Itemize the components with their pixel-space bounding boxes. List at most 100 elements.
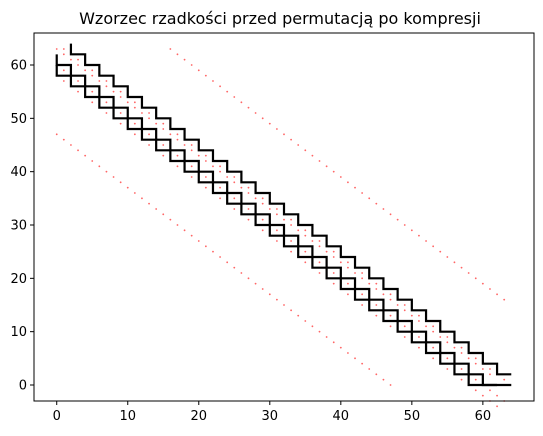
sparsity-point bbox=[375, 202, 378, 205]
sparsity-point bbox=[148, 112, 150, 114]
sparsity-point bbox=[112, 90, 115, 93]
sparsity-point bbox=[91, 69, 94, 72]
sparsity-point bbox=[432, 330, 435, 333]
sparsity-point bbox=[332, 272, 335, 274]
sparsity-point bbox=[503, 298, 506, 301]
sparsity-point bbox=[261, 288, 264, 290]
sparsity-point bbox=[304, 229, 307, 232]
y-tick-label: 60 bbox=[10, 59, 27, 74]
x-tick-label: 60 bbox=[475, 409, 492, 424]
sparsity-point bbox=[261, 197, 264, 200]
sparsity-point bbox=[62, 80, 65, 82]
sparsity-point bbox=[233, 208, 236, 210]
sparsity-point bbox=[212, 80, 214, 82]
sparsity-point bbox=[318, 160, 321, 162]
sparsity-point bbox=[318, 272, 321, 274]
sparsity-point bbox=[467, 357, 470, 360]
sparsity-point bbox=[233, 266, 236, 269]
sparsity-point bbox=[332, 256, 335, 258]
sparsity-point bbox=[276, 128, 278, 130]
sparsity-point bbox=[489, 389, 491, 392]
sparsity-point bbox=[105, 80, 108, 82]
sparsity-point bbox=[368, 368, 371, 370]
sparsity-point bbox=[339, 176, 342, 178]
plot-area bbox=[55, 43, 512, 408]
sparsity-point bbox=[339, 346, 342, 349]
sparsity-point bbox=[375, 314, 378, 317]
sparsity-point bbox=[204, 186, 207, 189]
sparsity-point bbox=[418, 336, 420, 338]
sparsity-point bbox=[276, 298, 278, 301]
sparsity-point bbox=[304, 234, 307, 237]
sparsity-point bbox=[126, 101, 129, 104]
sparsity-point bbox=[247, 106, 250, 109]
sparsity-point bbox=[176, 138, 179, 141]
sparsity-point bbox=[119, 90, 122, 93]
sparsity-point bbox=[155, 208, 158, 210]
sparsity-point bbox=[204, 176, 207, 178]
sparsity-point bbox=[375, 304, 378, 306]
sparsity-point bbox=[112, 176, 115, 178]
sparsity-point bbox=[62, 48, 65, 50]
sparsity-point bbox=[446, 368, 449, 370]
sparsity-point bbox=[148, 202, 150, 205]
sparsity-point bbox=[410, 314, 413, 317]
sparsity-point bbox=[276, 240, 278, 242]
sparsity-point bbox=[368, 197, 371, 200]
sparsity-point bbox=[91, 160, 94, 162]
sparsity-point bbox=[354, 186, 356, 189]
sparsity-point bbox=[354, 272, 356, 274]
sparsity-point bbox=[197, 69, 200, 72]
sparsity-point bbox=[297, 229, 300, 232]
sparsity-point bbox=[62, 53, 65, 56]
sparsity-point bbox=[290, 138, 292, 141]
sparsity-point bbox=[489, 368, 491, 370]
sparsity-point bbox=[375, 282, 378, 285]
sparsity-point bbox=[403, 224, 406, 226]
sparsity-point bbox=[297, 144, 300, 146]
sparsity-point bbox=[418, 346, 420, 349]
sparsity-point bbox=[204, 160, 207, 162]
sparsity-point bbox=[460, 266, 463, 269]
sparsity-point bbox=[77, 149, 79, 152]
sparsity-point bbox=[318, 240, 321, 242]
sparsity-point bbox=[169, 133, 172, 136]
sparsity-point bbox=[233, 176, 236, 178]
scatter-series bbox=[55, 133, 392, 386]
sparsity-point bbox=[418, 314, 420, 317]
sparsity-point bbox=[375, 373, 378, 376]
sparsity-point bbox=[474, 378, 477, 381]
sparsity-point bbox=[204, 245, 207, 248]
sparsity-point bbox=[133, 101, 136, 104]
sparsity-point bbox=[119, 96, 122, 98]
sparsity-point bbox=[467, 272, 470, 274]
sparsity-point bbox=[77, 80, 79, 82]
sparsity-point bbox=[439, 336, 442, 338]
sparsity-point bbox=[169, 48, 172, 50]
sparsity-point bbox=[325, 336, 328, 338]
sparsity-point bbox=[332, 282, 335, 285]
sparsity-point bbox=[183, 229, 186, 232]
sparsity-point bbox=[133, 106, 136, 109]
sparsity-point bbox=[261, 218, 264, 221]
sparsity-point bbox=[183, 144, 186, 146]
sparsity-point bbox=[460, 368, 463, 370]
sparsity-point bbox=[389, 298, 392, 301]
sparsity-point bbox=[368, 282, 371, 285]
sparsity-point bbox=[446, 341, 449, 344]
sparsity-point bbox=[162, 154, 165, 157]
sparsity-point bbox=[382, 293, 385, 296]
sparsity-point bbox=[70, 144, 72, 146]
sparsity-point bbox=[304, 149, 307, 152]
sparsity-point bbox=[432, 325, 435, 328]
sparsity-point bbox=[176, 133, 179, 136]
sparsity-point bbox=[496, 394, 498, 397]
sparsity-point bbox=[332, 341, 335, 344]
sparsity-point bbox=[446, 336, 449, 338]
sparsity-point bbox=[290, 224, 292, 226]
sparsity-point bbox=[389, 325, 392, 328]
sparsity-point bbox=[332, 250, 335, 253]
x-tick-label: 0 bbox=[53, 409, 61, 424]
y-tick-label: 0 bbox=[19, 379, 27, 394]
sparsity-point bbox=[425, 240, 427, 242]
